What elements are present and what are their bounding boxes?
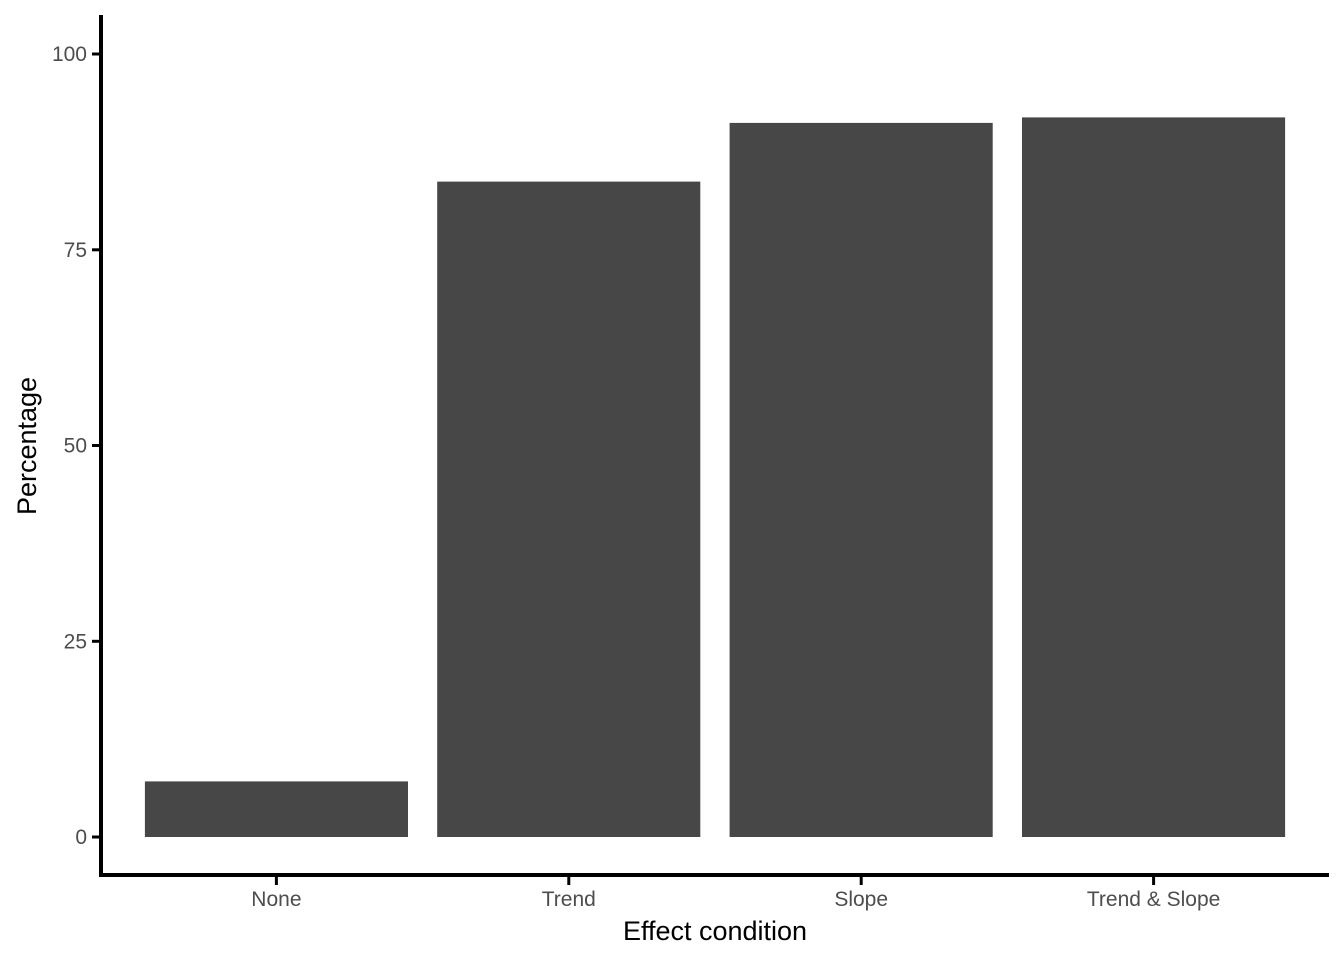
x-tick-label: Trend xyxy=(542,888,596,911)
x-axis-ticks: None Trend Slope Trend & Slope xyxy=(251,877,1220,911)
x-tick-label: None xyxy=(251,888,301,911)
bar-slope xyxy=(729,122,993,837)
bars-group xyxy=(144,117,1286,838)
bar-trend xyxy=(437,181,701,838)
x-axis-title: Effect condition xyxy=(623,916,807,946)
y-tick-label: 25 xyxy=(64,630,87,653)
x-tick-label: Slope xyxy=(834,888,888,911)
y-tick-label: 0 xyxy=(75,826,87,849)
bar-none xyxy=(144,781,408,837)
y-axis-title: Percentage xyxy=(12,377,42,515)
y-tick-label: 75 xyxy=(64,239,87,262)
x-tick-label: Trend & Slope xyxy=(1087,888,1220,911)
y-tick-label: 50 xyxy=(64,435,87,458)
bar-trend-slope xyxy=(1022,117,1286,837)
y-tick-label: 100 xyxy=(52,43,87,66)
y-axis-ticks: 0 25 50 75 100 xyxy=(52,43,100,849)
